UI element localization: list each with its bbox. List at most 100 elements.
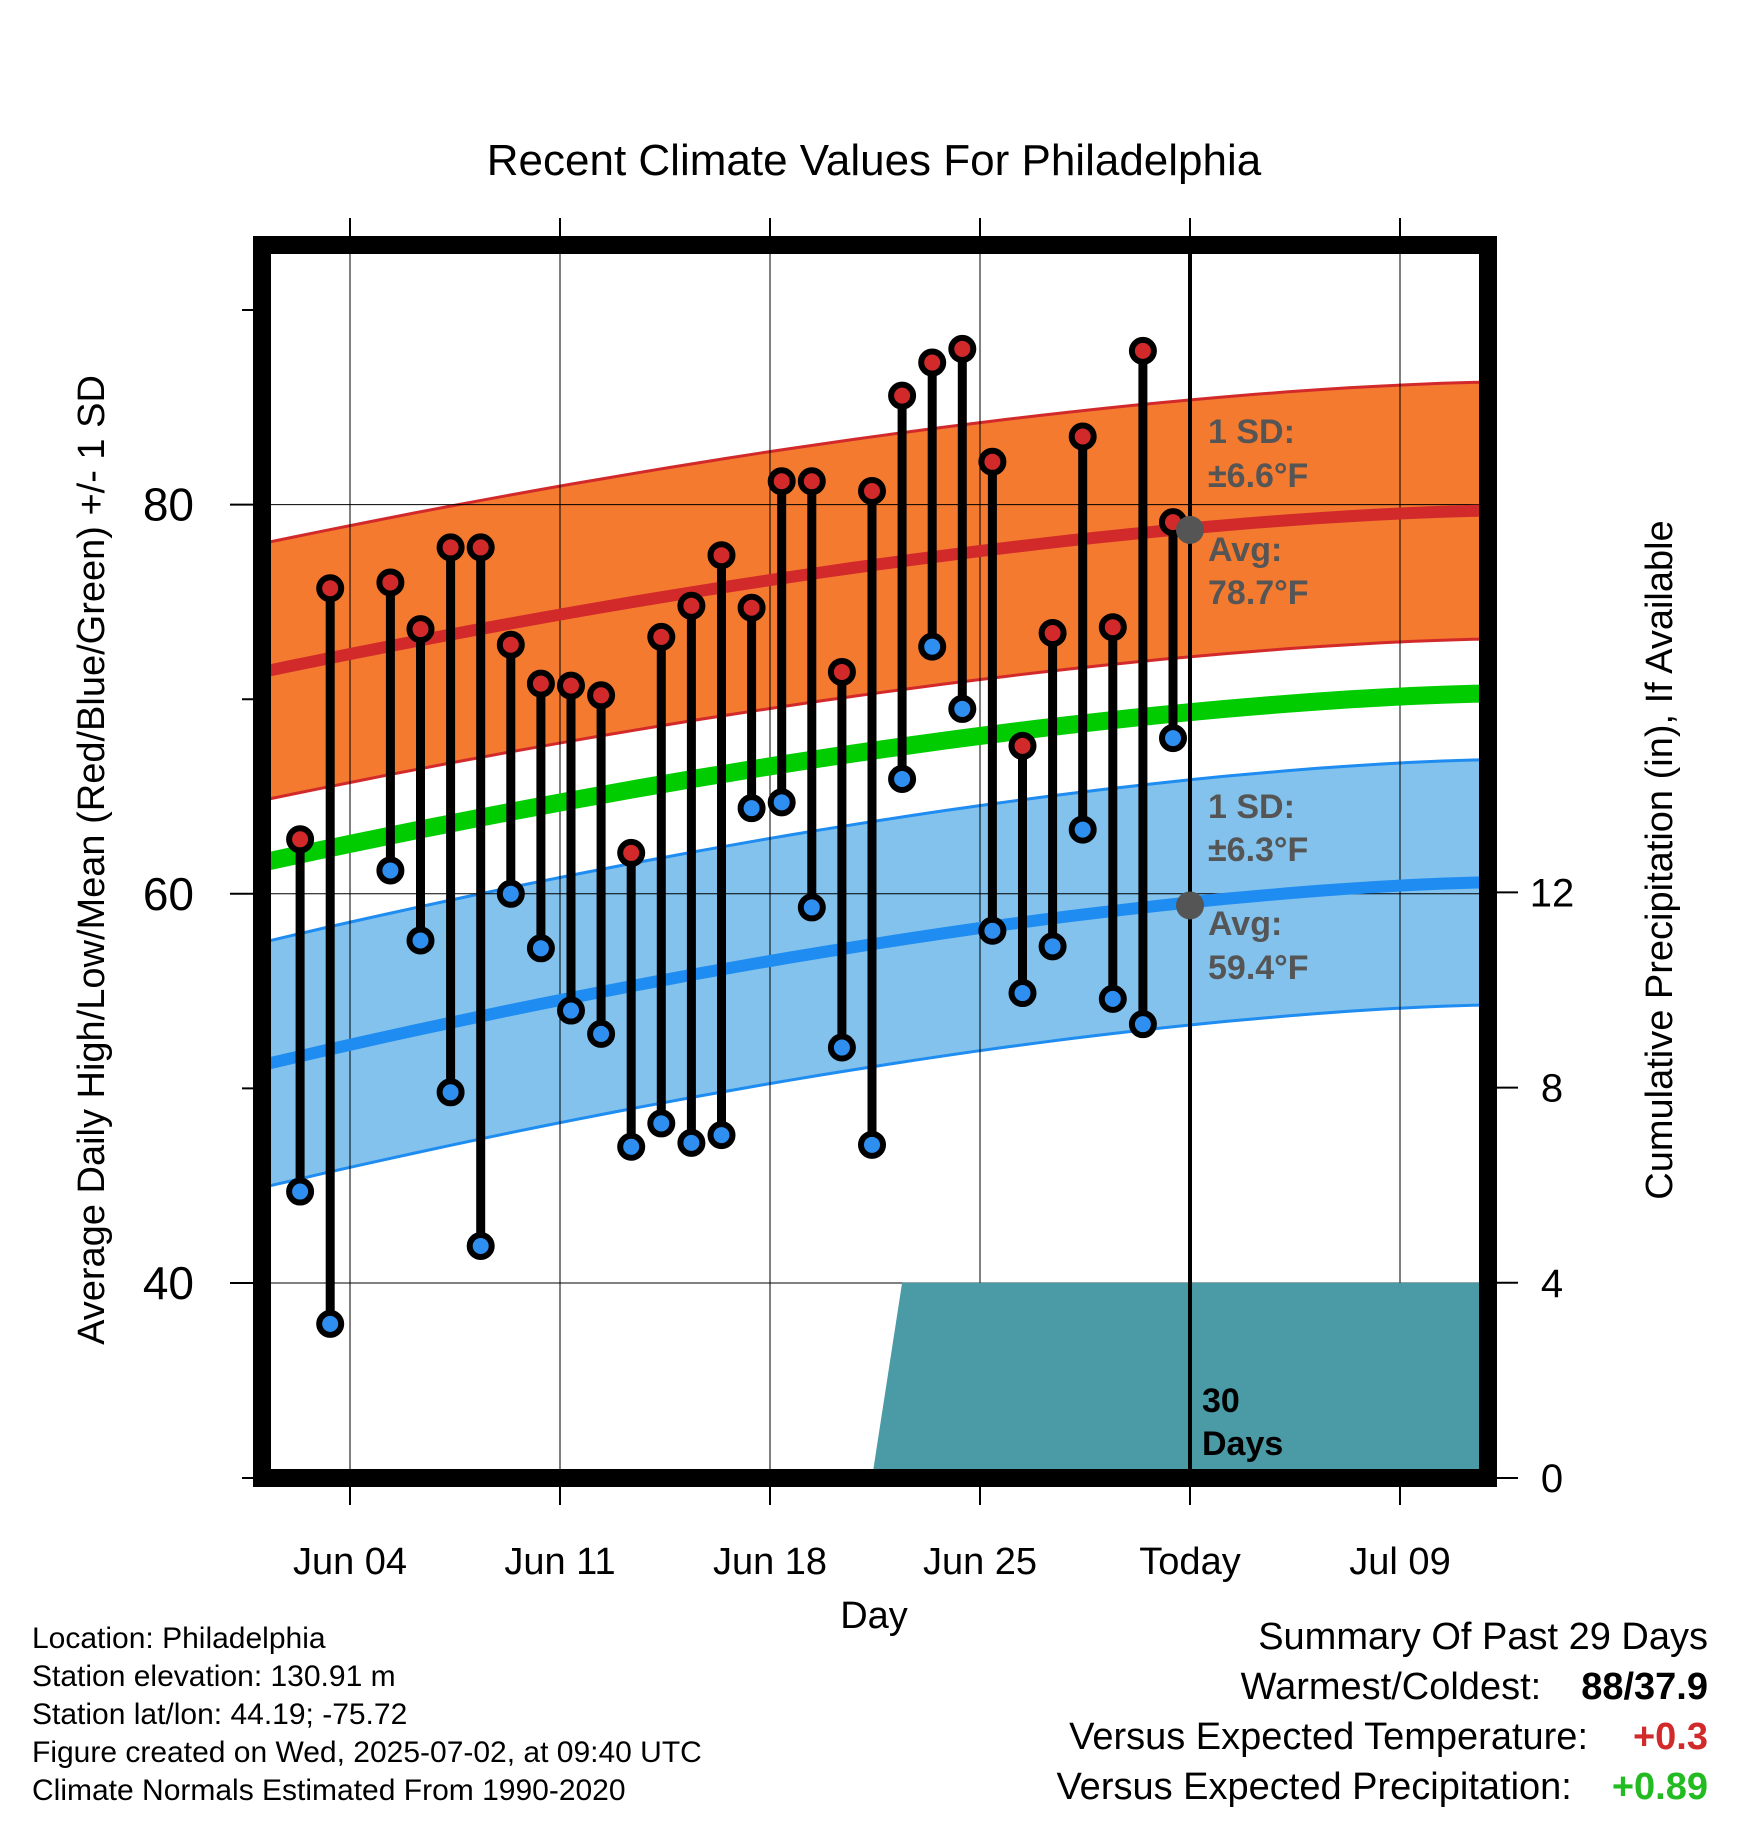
x-tick-label: Today [1139,1541,1240,1583]
y-tick-label: 40 [143,1257,194,1309]
plot-area: 1 SD: ±6.6°F Avg: 78.7°F 1 SD: ±6.3°F Avg: 59.4… [143,218,1574,1583]
high-point [587,681,616,710]
warmest-coldest-value: 88/37.9 [1581,1666,1708,1708]
high-point [1038,619,1067,648]
plot-inner: 1 SD: ±6.6°F Avg: 78.7°F 1 SD: ±6.3°F Avg: 59.4… [262,245,1488,1478]
normal-high-line [262,504,1488,678]
low-avg-value: 59.4°F [1208,949,1309,987]
precip-departure-value: +0.89 [1611,1766,1708,1808]
high-point [677,591,706,620]
y-tick-label: 80 [143,479,194,531]
high-point [948,334,977,363]
high-point [406,615,435,644]
x-tick-label: Jun 25 [923,1541,1037,1583]
high-point [436,533,465,562]
summary-panel: Summary Of Past 29 Days Warmest/Coldest:… [1056,1612,1708,1812]
high-point [918,348,947,377]
y2-tick-label: 0 [1541,1457,1563,1501]
temp-departure-value: +0.3 [1632,1716,1708,1758]
normals-text: Climate Normals Estimated From 1990-2020 [32,1774,626,1807]
high-point [316,574,345,603]
high-point [827,657,856,686]
high-point [767,467,796,496]
high-point [797,467,826,496]
high-band-lower-edge [262,637,1488,802]
high-point [617,838,646,867]
low-point [797,893,826,922]
x-tick-label: Jun 04 [293,1541,407,1583]
y-tick-label: 60 [143,868,194,920]
chart-title: Recent Climate Values For Philadelphia [487,136,1262,185]
high-sd-label: 1 SD: [1208,413,1295,451]
x-tick-label: Jun 18 [713,1541,827,1583]
high-point [978,447,1007,476]
low-point [466,1232,495,1261]
low-point [767,788,796,817]
location-text: Location: Philadelphia [32,1622,326,1655]
high-point [376,568,405,597]
temp-departure-label: Versus Expected Temperature: [1069,1716,1588,1758]
low-point [858,1130,886,1159]
x-tick-label: Jun 11 [504,1541,615,1583]
temp-departure-row: Versus Expected Temperature: +0.3 [1056,1712,1708,1762]
high-point [858,476,886,505]
x-tick-label: Jul 09 [1349,1541,1450,1583]
high-point [286,825,315,854]
low-point [1098,984,1127,1013]
today-low-avg-marker [1176,891,1204,920]
low-point [286,1177,315,1206]
low-band-upper-edge [262,758,1488,944]
x-axis-label: Day [840,1595,908,1637]
low-point [888,764,917,793]
high-point [647,622,676,651]
today-high-avg-marker [1176,515,1204,544]
low-point [707,1121,736,1150]
elevation-text: Station elevation: 130.91 m [32,1660,396,1693]
low-sd-label: 1 SD: [1208,788,1295,826]
low-point [1038,932,1067,961]
high-point [526,669,555,698]
high-band-upper-edge [262,380,1488,545]
y-axis-label: Average Daily High/Low/Mean (Red/Blue/Gr… [71,375,113,1345]
normal-mean-line [262,684,1488,872]
low-sd-value: ±6.3°F [1208,831,1308,869]
low-avg-label: Avg: [1208,905,1282,943]
y2-tick-label: 12 [1530,871,1575,915]
created-text: Figure created on Wed, 2025-07-02, at 09… [32,1736,702,1769]
high-point [557,671,585,700]
warmest-coldest-row: Warmest/Coldest: 88/37.9 [1056,1662,1708,1712]
low-point [376,856,405,885]
y2-tick-label: 8 [1541,1067,1563,1111]
precip-departure-row: Versus Expected Precipitation: +0.89 [1056,1762,1708,1812]
low-point [737,794,766,823]
low-point [978,916,1007,945]
low-point [647,1109,676,1138]
high-avg-label: Avg: [1208,531,1282,569]
high-point [1008,731,1037,760]
latlon-text: Station lat/lon: 44.19; -75.72 [32,1698,408,1731]
low-point [827,1033,856,1062]
y2-axis-label: Cumulative Precipitation (in), If Availa… [1639,520,1681,1199]
high-point [707,541,736,570]
low-point [557,996,585,1025]
plot-frame [253,236,1497,1487]
low-point [406,926,435,955]
low-point [1128,1010,1157,1039]
high-point [1128,336,1157,365]
low-point [1068,815,1097,844]
low-band-lower-edge [262,1003,1488,1190]
station-info: Location: Philadelphia Station elevation… [32,1620,702,1810]
warmest-coldest-label: Warmest/Coldest: [1240,1666,1542,1708]
low-point [526,934,555,963]
normal-low-line [262,876,1488,1071]
low-point [436,1078,465,1107]
low-point [1159,724,1187,753]
high-point [737,593,766,622]
high-point [496,630,525,659]
low-point [587,1019,616,1048]
days-count-label: Days [1202,1425,1283,1463]
high-point [1068,422,1097,451]
low-point [948,694,977,723]
low-point [617,1132,646,1161]
